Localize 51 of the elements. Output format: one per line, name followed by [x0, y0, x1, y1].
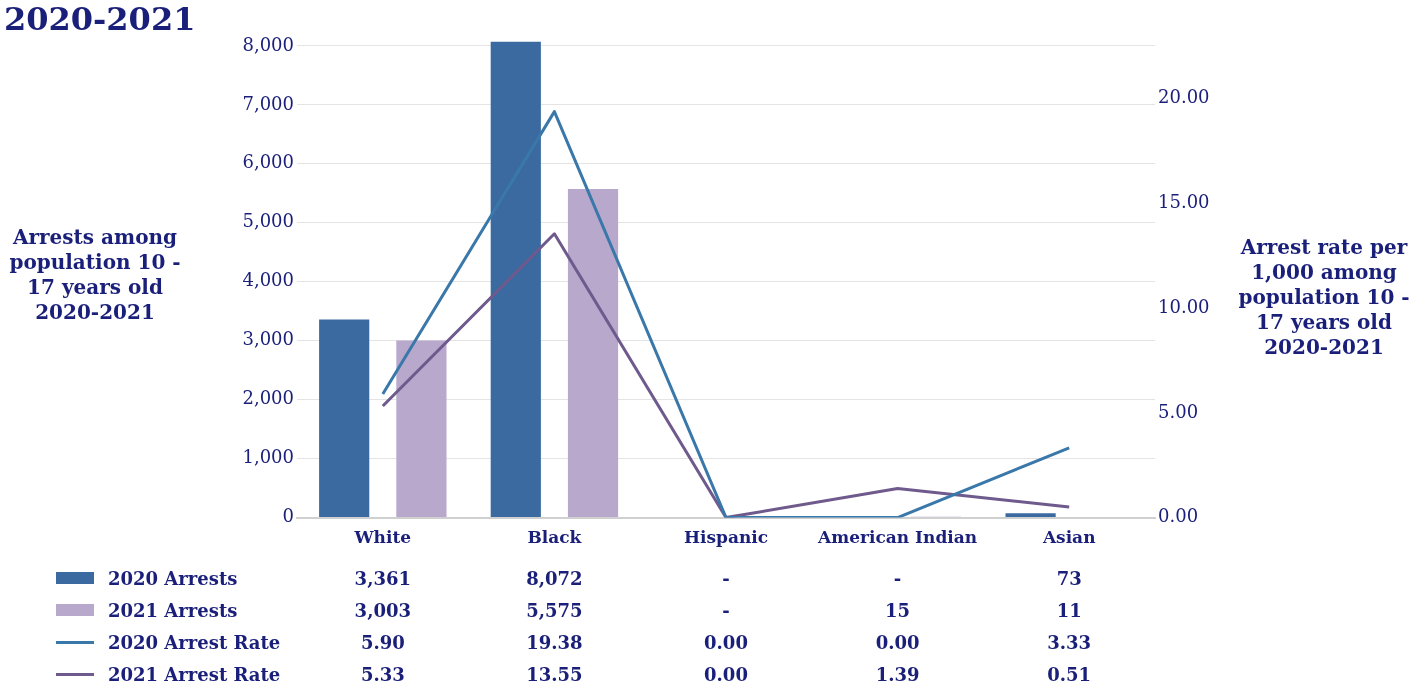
y-tick-label: 4,000 — [242, 269, 294, 291]
y2-tick-label: 0.00 — [1158, 505, 1199, 527]
y2-tick-label: 10.00 — [1158, 295, 1210, 317]
data-label: 3,361 — [353, 567, 412, 589]
data-label: 3,003 — [353, 599, 412, 621]
data-label: 0.51 — [1046, 663, 1093, 685]
data-label: 5.33 — [359, 663, 406, 685]
y-tick-label: 0 — [282, 505, 294, 527]
x-tick-label: American Indian — [817, 527, 978, 548]
data-label: 19.38 — [525, 631, 584, 653]
y2-tick-label: 15.00 — [1158, 191, 1210, 213]
data-label: 8,072 — [525, 567, 584, 589]
y-tick-label: 7,000 — [242, 92, 294, 114]
data-label: 0.00 — [703, 631, 749, 653]
x-tick-label: Hispanic — [683, 527, 769, 548]
y-tick-label: 5,000 — [242, 210, 294, 232]
y-tick-label: 8,000 — [242, 33, 294, 55]
legend-label: 2020 Arrests — [108, 567, 238, 589]
legend-label: 2020 Arrest Rate — [108, 631, 281, 653]
data-label: 0.00 — [874, 631, 921, 653]
x-tick-label: Asian — [1041, 527, 1096, 548]
y-tick-label: 3,000 — [242, 328, 294, 350]
legend-label: 2021 Arrests — [108, 599, 238, 621]
bar — [567, 188, 619, 518]
y2-axis-title: Arrest rate per 1,000 among population 10 - 17 years old 2020-2021 — [1237, 235, 1411, 360]
y2-tick-label: 20.00 — [1158, 86, 1210, 108]
data-label: 11 — [1055, 599, 1083, 621]
x-tick-label: White — [353, 527, 412, 548]
x-tick-label: Black — [527, 527, 583, 548]
bar — [396, 340, 447, 518]
data-label: 1.39 — [874, 663, 921, 685]
text: - — [893, 567, 902, 589]
data-label: 5,575 — [525, 599, 584, 621]
bar — [319, 319, 370, 518]
bar — [1005, 513, 1056, 518]
y2-tick-label: 5.00 — [1158, 400, 1199, 422]
text: - — [722, 567, 730, 589]
data-label: 15 — [884, 599, 912, 621]
y-tick-label: 1,000 — [242, 446, 294, 468]
text: - — [722, 599, 730, 621]
y-axis-title: Arrests among population 10 - 17 years old 2020-2021 — [8, 225, 182, 325]
y-tick-label: 6,000 — [242, 151, 294, 173]
data-label: 13.55 — [525, 663, 584, 685]
legend-label: 2021 Arrest Rate — [108, 663, 281, 685]
data-label: 0.00 — [703, 663, 749, 685]
data-label: 73 — [1055, 567, 1083, 589]
y-tick-label: 2,000 — [242, 387, 294, 409]
chart-title: 2020-2021 — [4, 0, 196, 38]
data-label: 3.33 — [1046, 631, 1093, 653]
data-label: 5.90 — [359, 631, 406, 653]
bar — [490, 41, 541, 518]
